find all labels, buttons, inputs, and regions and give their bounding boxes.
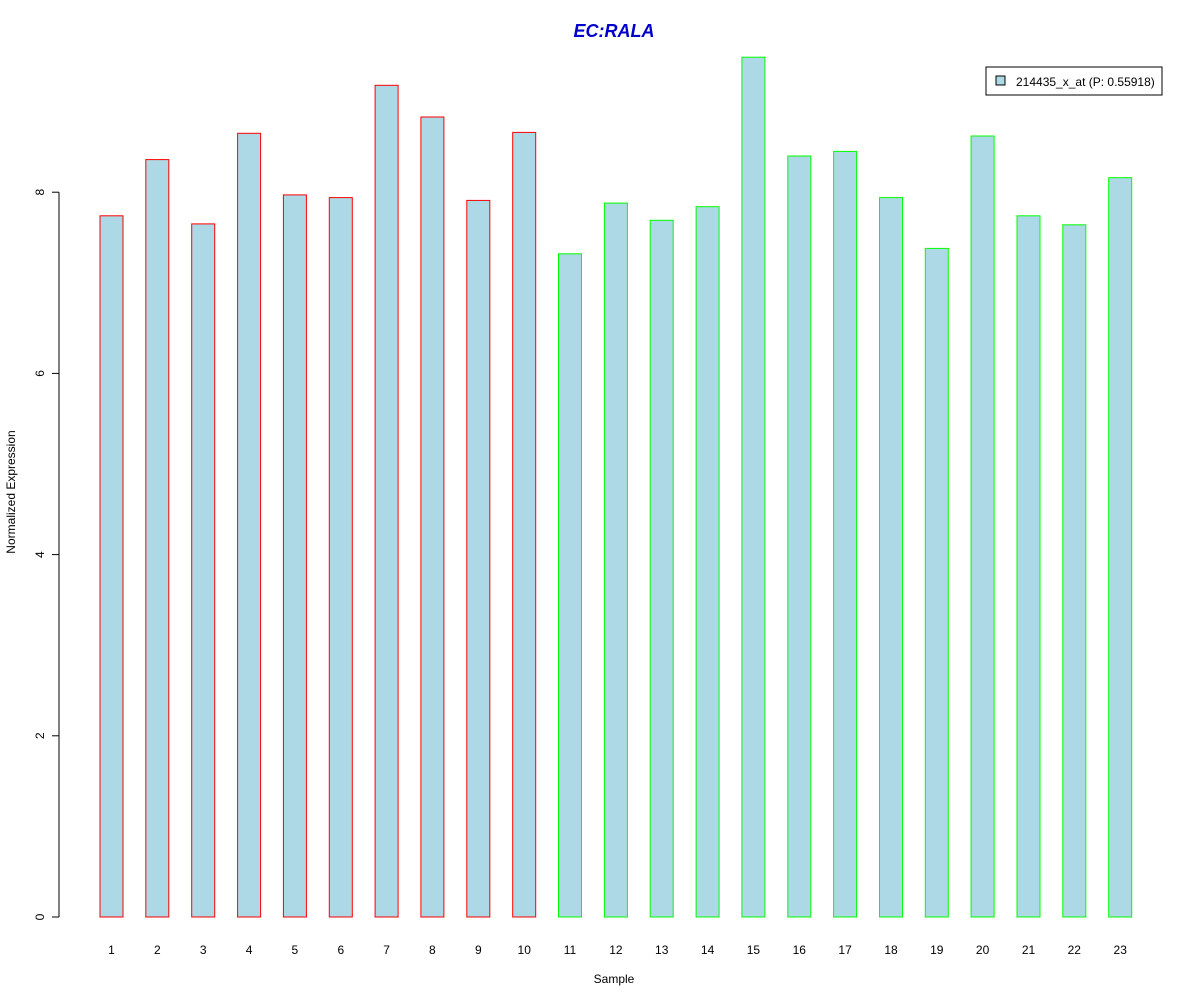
- x-tick-label: 10: [518, 943, 532, 957]
- x-tick-label: 15: [747, 943, 761, 957]
- bar-sample-2: [145, 159, 170, 918]
- y-tick-label: 2: [33, 732, 47, 739]
- x-tick-label: 6: [337, 943, 344, 957]
- x-tick-label: 16: [793, 943, 807, 957]
- y-tick-label: 0: [33, 913, 47, 920]
- x-tick-label: 19: [930, 943, 944, 957]
- bar-sample-4: [237, 132, 262, 918]
- x-tick-label: 7: [383, 943, 390, 957]
- bar-sample-19: [924, 247, 949, 918]
- bar-sample-15: [741, 56, 766, 918]
- bar-sample-16: [787, 155, 812, 918]
- bar-sample-17: [833, 150, 858, 918]
- x-tick-label: 12: [609, 943, 623, 957]
- legend-label: 214435_x_at (P: 0.55918): [1016, 75, 1155, 89]
- bar-sample-3: [191, 223, 216, 918]
- bar-sample-6: [328, 197, 353, 918]
- x-tick-label: 8: [429, 943, 436, 957]
- y-tick-label: 8: [33, 189, 47, 196]
- x-tick-label: 14: [701, 943, 715, 957]
- x-tick-label: 3: [200, 943, 207, 957]
- x-tick-label: 11: [564, 943, 577, 957]
- y-axis: 0 2 4 6 8: [33, 189, 60, 920]
- x-tick-label: 20: [976, 943, 990, 957]
- bars-layer: [99, 56, 1133, 918]
- legend-box: [985, 66, 1163, 96]
- x-tick-label: 23: [1114, 943, 1128, 957]
- bar-sample-7: [374, 84, 399, 918]
- x-tick-label: 9: [475, 943, 482, 957]
- bar-sample-8: [420, 116, 445, 918]
- legend: 214435_x_at (P: 0.55918): [985, 66, 1163, 96]
- bar-sample-18: [879, 197, 903, 918]
- x-tick-label: 2: [154, 943, 161, 957]
- x-tick-label: 4: [246, 943, 253, 957]
- x-tick-label: 22: [1068, 943, 1082, 957]
- x-tick-label: 18: [884, 943, 898, 957]
- x-axis: 1 2 3 4 5 6 7 8 9 10 11 12 13 14 15 16 17 18 19 20 21 22 23: [108, 943, 1127, 957]
- bar-sample-10: [512, 131, 537, 918]
- bar-sample-13: [649, 219, 674, 918]
- legend-swatch: [995, 75, 1006, 86]
- x-tick-label: 13: [655, 943, 669, 957]
- x-tick-label: 1: [108, 943, 115, 957]
- bar-sample-5: [282, 194, 307, 918]
- bar-sample-23: [1108, 177, 1133, 918]
- bar-sample-14: [695, 206, 720, 918]
- y-tick-label: 6: [33, 370, 47, 377]
- x-axis-label: Sample: [594, 972, 635, 986]
- bar-sample-9: [466, 199, 491, 918]
- chart-title: EC:RALA: [574, 21, 655, 41]
- x-tick-label: 21: [1022, 943, 1036, 957]
- bar-sample-12: [603, 202, 628, 918]
- bar-sample-11: [558, 253, 582, 918]
- y-axis-label: Normalized Expression: [4, 430, 18, 553]
- bar-sample-22: [1062, 224, 1087, 918]
- y-tick-label: 4: [33, 551, 47, 558]
- bar-sample-1: [99, 215, 124, 918]
- bar-sample-20: [970, 135, 995, 918]
- x-tick-label: 17: [838, 943, 852, 957]
- bar-sample-21: [1016, 215, 1041, 918]
- x-tick-label: 5: [292, 943, 299, 957]
